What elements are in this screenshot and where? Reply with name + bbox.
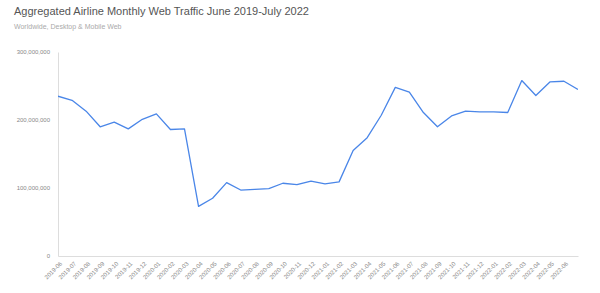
y-axis: 0 100,000,000 200,000,000 300,000,000: [17, 49, 59, 259]
title: Aggregated Airline Monthly Web Traffic J…: [14, 5, 309, 17]
x-axis-line: [59, 256, 579, 257]
plot: 0 100,000,000 200,000,000 300,000,000 2019-0…: [17, 49, 579, 280]
series-line: [58, 81, 578, 207]
y-tick-label: 200,000,000: [17, 117, 51, 123]
y-tick-label: 300,000,000: [17, 49, 51, 55]
y-tick: 0: [47, 253, 58, 259]
x-tick: 2022-06: [549, 256, 569, 280]
y-axis-line: [58, 53, 59, 257]
x-axis: 2019-062019-072019-082019-092019-102019-…: [43, 256, 578, 280]
y-tick: 100,000,000: [17, 185, 58, 191]
y-tick-label: 0: [47, 253, 51, 259]
y-tick: 300,000,000: [17, 49, 58, 55]
x-tick-label: 2022-06: [549, 260, 569, 280]
subtitle: Worldwide, Desktop & Mobile Web: [14, 23, 122, 31]
y-tick: 200,000,000: [17, 117, 58, 123]
y-tick-label: 100,000,000: [17, 185, 51, 191]
marks: [58, 81, 578, 207]
chart: Aggregated Airline Monthly Web Traffic J…: [0, 0, 600, 293]
